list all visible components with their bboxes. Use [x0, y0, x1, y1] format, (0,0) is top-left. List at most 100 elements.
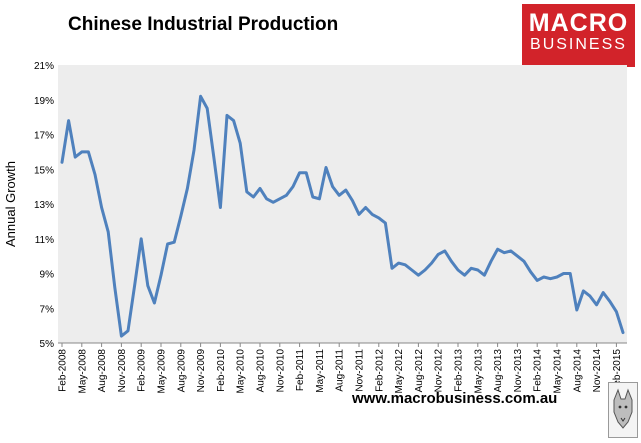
- y-tick-label: 19%: [34, 96, 54, 107]
- data-point: [259, 187, 261, 190]
- data-point: [391, 267, 393, 270]
- data-point: [569, 272, 571, 275]
- y-axis-title: Annual Growth: [3, 161, 18, 247]
- data-point: [107, 231, 109, 233]
- data-point: [100, 206, 103, 209]
- data-point: [417, 274, 420, 277]
- data-point: [477, 269, 479, 271]
- x-tick-label: Feb-2014: [533, 349, 544, 392]
- data-point: [292, 185, 294, 188]
- data-point: [94, 173, 96, 176]
- x-tick-label: Aug-2013: [493, 349, 504, 393]
- data-point: [61, 161, 63, 164]
- data-point: [457, 269, 459, 271]
- data-point: [331, 185, 334, 188]
- x-tick-label: Aug-2010: [256, 349, 267, 393]
- data-point: [272, 201, 275, 204]
- x-tick-label: Aug-2008: [97, 349, 108, 393]
- x-tick-label: Nov-2011: [355, 349, 366, 392]
- data-point: [437, 253, 440, 256]
- data-point: [312, 196, 314, 198]
- data-point: [510, 250, 512, 252]
- data-point: [430, 262, 433, 264]
- wolf-logo-icon: [608, 382, 638, 438]
- data-point: [199, 95, 202, 98]
- x-tick-label: Aug-2009: [176, 349, 187, 393]
- x-tick-label: Nov-2009: [196, 349, 207, 393]
- data-point: [351, 199, 354, 202]
- data-point: [127, 330, 129, 332]
- x-tick-label: Aug-2012: [414, 349, 425, 393]
- y-tick-label: 15%: [34, 165, 54, 176]
- data-point: [358, 213, 360, 216]
- data-point: [397, 262, 400, 264]
- footer-url[interactable]: www.macrobusiness.com.au: [352, 390, 558, 407]
- x-tick-label: Feb-2011: [295, 349, 306, 392]
- data-point: [305, 171, 308, 174]
- data-point: [226, 114, 228, 117]
- x-tick-label: May-2011: [315, 349, 326, 393]
- data-point: [173, 241, 175, 243]
- data-point: [556, 276, 558, 278]
- x-tick-label: May-2009: [157, 349, 168, 394]
- data-point: [496, 248, 499, 250]
- data-point: [470, 267, 473, 270]
- data-point: [463, 274, 466, 277]
- data-point: [490, 260, 492, 263]
- y-tick-label: 13%: [34, 200, 54, 211]
- data-point: [543, 276, 545, 278]
- data-point: [516, 255, 519, 257]
- data-point: [364, 206, 367, 209]
- x-tick-label: Aug-2014: [572, 349, 583, 393]
- y-tick-label: 11%: [35, 235, 54, 246]
- data-point: [74, 156, 76, 158]
- data-point: [133, 284, 136, 287]
- x-tick-label: May-2008: [77, 349, 88, 394]
- data-point: [193, 149, 195, 151]
- data-point: [265, 198, 268, 200]
- data-point: [160, 274, 162, 277]
- data-point: [622, 331, 624, 334]
- y-axis-ticks: 5% 7% 9% 11% 13% 15% 17% 19% 21%: [34, 61, 54, 350]
- x-tick-label: May-2014: [553, 349, 564, 394]
- data-point: [589, 295, 591, 297]
- x-tick-label: Feb-2013: [454, 349, 465, 392]
- data-point: [582, 290, 585, 292]
- x-tick-label: Feb-2015: [612, 349, 623, 392]
- data-point: [338, 194, 341, 197]
- data-point: [239, 142, 241, 144]
- x-tick-label: Aug-2011: [335, 349, 346, 392]
- y-tick-label: 21%: [34, 61, 54, 72]
- data-point: [213, 156, 215, 158]
- x-tick-label: May-2012: [394, 349, 405, 394]
- data-point: [615, 310, 618, 313]
- y-tick-label: 7%: [40, 304, 55, 315]
- y-tick-label: 17%: [34, 131, 54, 142]
- data-point: [602, 291, 604, 294]
- data-point: [503, 251, 506, 254]
- data-point: [536, 279, 538, 282]
- data-point: [87, 151, 90, 153]
- data-point: [186, 187, 189, 190]
- data-point: [483, 274, 486, 277]
- data-point: [529, 271, 532, 273]
- data-point: [114, 286, 116, 289]
- macrobusiness-logo: MACRO BUSINESS: [522, 4, 635, 67]
- x-tick-label: Nov-2012: [434, 349, 445, 393]
- y-tick-label: 5%: [40, 339, 55, 350]
- logo-text-business: BUSINESS: [530, 36, 627, 53]
- data-point: [285, 194, 288, 197]
- data-point: [378, 217, 380, 219]
- data-point: [549, 277, 552, 280]
- data-point: [246, 191, 248, 193]
- data-point: [523, 260, 525, 263]
- x-tick-label: Feb-2009: [137, 349, 148, 392]
- data-point: [424, 269, 426, 271]
- data-point: [81, 151, 83, 153]
- logo-text-macro: MACRO: [528, 9, 629, 37]
- data-point: [67, 119, 70, 122]
- data-point: [298, 171, 301, 174]
- data-point: [279, 198, 281, 200]
- x-tick-label: Feb-2012: [374, 349, 385, 392]
- x-tick-label: Nov-2014: [592, 349, 603, 393]
